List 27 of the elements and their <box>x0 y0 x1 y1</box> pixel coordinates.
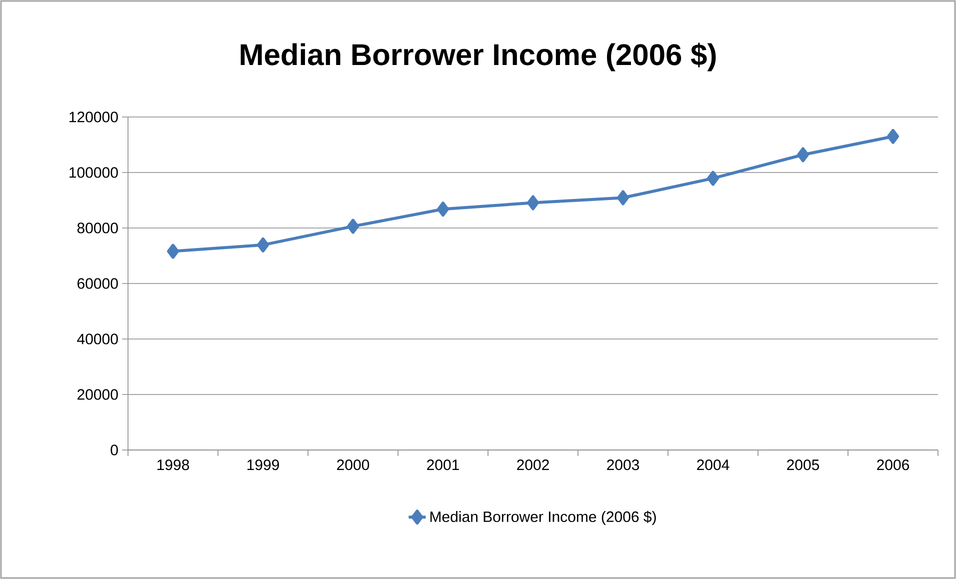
x-tick-label: 2005 <box>787 460 820 470</box>
point <box>167 244 180 259</box>
y-tick-label: 20000 <box>78 389 118 400</box>
point <box>887 128 899 144</box>
point <box>527 195 540 210</box>
x-tick-label: 1999 <box>247 460 279 470</box>
legend-label: Median Borrower Income (2006 $) <box>430 510 656 526</box>
x-tick-label: 2002 <box>517 460 549 470</box>
point <box>347 218 360 234</box>
y-tick-label: 0 <box>110 444 118 456</box>
point <box>257 237 270 252</box>
x-tick-label: 2003 <box>607 460 640 470</box>
x-tick-label: 2004 <box>697 460 730 470</box>
point <box>617 190 630 206</box>
y-tick-label: 40000 <box>77 334 118 344</box>
x-tick-label: 2006 <box>877 460 910 470</box>
x-tick-label: 1998 <box>157 460 190 470</box>
x-tick-label: 2000 <box>337 460 370 470</box>
point <box>437 202 450 217</box>
y-tick-label: 120000 <box>70 112 118 122</box>
y-tick-label: 60000 <box>78 278 118 289</box>
x-tick-label: 2001 <box>427 460 459 470</box>
point <box>707 170 720 186</box>
y-tick-label: 80000 <box>77 222 118 234</box>
point <box>797 147 810 162</box>
y-tick-label: 100000 <box>70 167 118 178</box>
chart-title: Median Borrower Income (2006 $) <box>240 42 716 72</box>
